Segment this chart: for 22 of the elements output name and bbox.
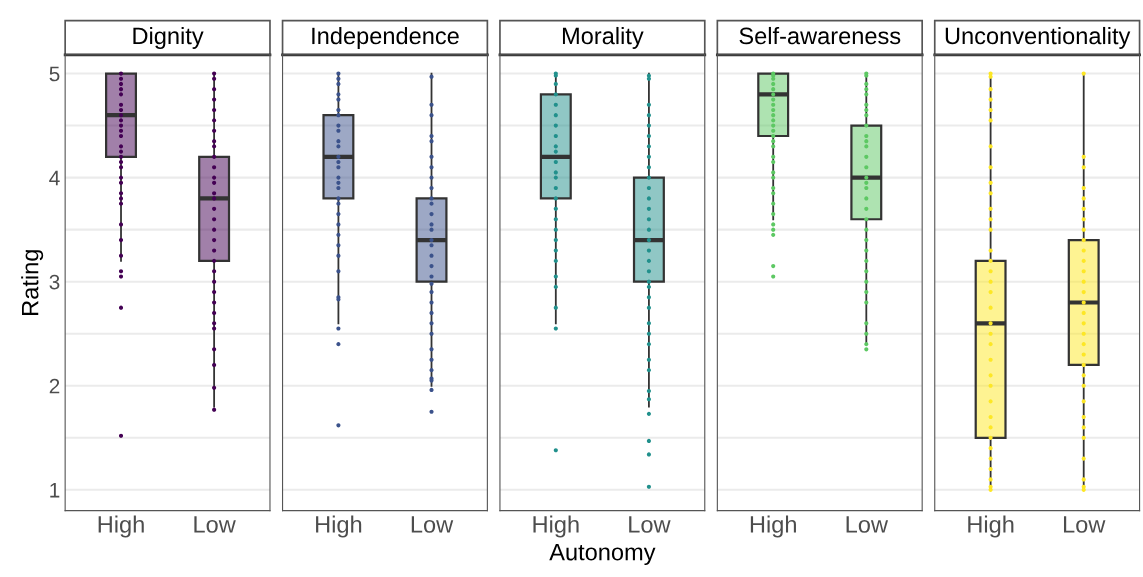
y-tick-label: 3: [49, 274, 60, 290]
x-axis-title: Autonomy: [549, 543, 656, 566]
x-tick-label: Low: [1063, 516, 1106, 533]
x-tick-label: Low: [411, 516, 454, 533]
y-tick-label: 2: [49, 378, 60, 394]
y-tick-label: 4: [49, 170, 60, 186]
chart-title: Dignity: [133, 26, 204, 49]
y-axis-title: Rating: [21, 250, 44, 315]
y-tick-label: 5: [49, 66, 60, 82]
x-tick-label: Low: [629, 516, 671, 533]
x-tick-label: Low: [846, 516, 889, 533]
chart-title: Self-awareness: [739, 26, 901, 45]
x-tick-label: High: [316, 515, 362, 538]
x-tick-label: High: [533, 515, 579, 538]
x-tick-label: High: [750, 515, 796, 538]
x-tick-label: Low: [194, 516, 236, 533]
x-tick-label: High: [968, 515, 1014, 538]
x-tick-label: High: [98, 515, 144, 538]
chart-title: Unconventionality: [945, 26, 1131, 49]
chart-title: Morality: [562, 26, 644, 49]
y-tick-label: 1: [50, 483, 60, 498]
chart-title: Independence: [312, 26, 459, 49]
